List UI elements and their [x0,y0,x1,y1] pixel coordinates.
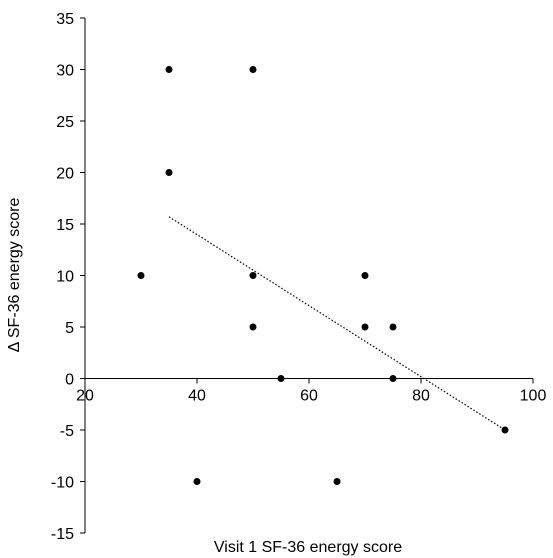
y-tick-label: -5 [60,423,74,440]
y-tick-label: 15 [56,217,74,234]
data-points [137,66,509,485]
data-point [333,478,341,485]
data-point [193,478,201,485]
y-axis-ticks: 35 30 25 20 15 10 5 0 -5 -10 -15 [51,11,85,543]
x-tick-label: 20 [76,388,94,405]
y-tick-label: 25 [56,114,74,131]
y-tick-label: 10 [56,269,74,286]
data-point [501,426,509,434]
trendline [168,216,506,431]
y-tick-label: 0 [65,372,74,389]
data-point [361,323,369,331]
y-tick-label: 30 [56,63,74,80]
data-point [361,272,369,279]
x-axis-title: Visit 1 SF-36 energy score [214,539,402,556]
x-tick-label: 60 [300,388,318,405]
y-tick-label: -10 [51,475,74,492]
data-point [249,272,257,279]
y-tick-label: 5 [65,320,74,337]
data-point [165,66,173,73]
x-tick-label: 80 [412,388,430,405]
axes [84,18,533,533]
data-point [137,272,145,279]
y-tick-label: -15 [51,526,74,543]
data-point [277,375,285,382]
data-point [165,169,173,176]
x-axis-ticks: 20 40 60 80 100 [76,378,547,405]
y-axis-title: Δ SF-36 energy score [6,198,23,353]
data-point [249,323,257,331]
y-tick-label: 20 [56,166,74,183]
data-point [249,66,257,73]
data-point [389,375,397,382]
x-tick-label: 40 [188,388,206,405]
y-tick-label: 35 [56,11,74,28]
trendline-group [168,216,506,431]
x-tick-label: 100 [520,388,547,405]
data-point [389,323,397,331]
